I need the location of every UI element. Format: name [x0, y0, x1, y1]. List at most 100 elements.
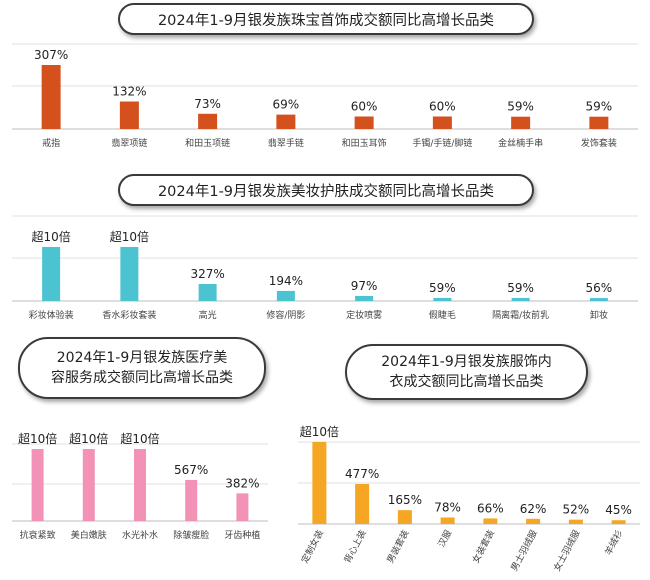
category-label: 手镯/手链/脚链 [412, 137, 472, 149]
category-label: 假睫毛 [429, 309, 456, 321]
category-label: 和田玉耳饰 [342, 137, 387, 149]
chart-title-jewelry: 2024年1-9月银发族珠宝首饰成交额同比高增长品类 [118, 3, 534, 35]
bar-2 [119, 101, 139, 129]
category-label: 除皱瘦脸 [173, 529, 209, 541]
bar-5 [236, 493, 249, 521]
value-label: 97% [351, 279, 378, 293]
value-label: 超10倍 [300, 424, 339, 439]
bar-1 [41, 65, 61, 129]
value-label: 52% [563, 503, 590, 517]
category-label: 背心上装 [341, 528, 369, 565]
value-label: 69% [273, 98, 300, 112]
bar-6 [432, 116, 452, 129]
value-label: 59% [507, 281, 534, 295]
bar-3 [397, 510, 412, 524]
bar-3 [198, 284, 217, 301]
value-label: 477% [345, 467, 379, 481]
chart-title-medical: 2024年1-9月银发族医疗美 容服务成交额同比高增长品类 [18, 337, 266, 399]
category-label: 发饰套装 [581, 137, 617, 149]
bar-1 [42, 247, 61, 301]
category-label: 高光 [199, 309, 217, 321]
value-label: 45% [605, 503, 632, 517]
value-label: 60% [351, 99, 378, 113]
chart-title-apparel-line1: 2024年1-9月银发族服饰内 [381, 354, 552, 370]
category-label: 女装套装 [470, 528, 498, 565]
bar-8 [589, 116, 609, 129]
value-label: 超10倍 [69, 431, 108, 446]
chart-title-jewelry-text: 2024年1-9月银发族珠宝首饰成交额同比高增长品类 [157, 12, 495, 29]
bar-4 [185, 480, 198, 521]
bar-7 [511, 297, 530, 301]
value-label: 59% [586, 100, 613, 114]
bar-8 [589, 298, 608, 301]
value-label: 132% [112, 84, 146, 98]
chart-title-beauty: 2024年1-9月银发族美妆护肤成交额同比高增长品类 [118, 174, 534, 206]
category-label: 翡翠项链 [111, 137, 147, 149]
category-label: 水光补水 [122, 529, 158, 541]
chart-title-apparel-line2: 衣成交额同比高增长品类 [389, 374, 544, 390]
chart-title-medical-line2: 容服务成交额同比高增长品类 [51, 370, 233, 386]
chart-jewelry: 307% 戒指 132% 翡翠项链 73% 和田玉项链 69% 翡翠手链 60% 和田玉耳饰 60%… [12, 43, 638, 149]
category-label: 修容/阴影 [266, 309, 305, 321]
category-label: 抗衰紧致 [20, 529, 56, 541]
value-label: 59% [507, 100, 534, 114]
value-label: 307% [34, 48, 68, 62]
bar-4 [440, 517, 455, 524]
value-label: 59% [429, 281, 456, 295]
category-label: 翡翠手链 [268, 137, 304, 149]
bar-3 [134, 449, 146, 521]
chart-title-beauty-text: 2024年1-9月银发族美妆护肤成交额同比高增长品类 [157, 183, 495, 200]
category-label: 卸妆 [590, 309, 608, 321]
category-label: 美白嫩肤 [71, 529, 107, 541]
bar-7 [511, 116, 531, 129]
bar-2 [355, 484, 370, 524]
category-label: 牙齿种植 [224, 529, 260, 541]
category-label: 隔离霜/妆前乳 [492, 309, 549, 321]
category-label: 羊绒衫 [602, 528, 625, 557]
value-label: 567% [174, 463, 208, 477]
bar-4 [276, 114, 296, 129]
bar-5 [483, 518, 498, 524]
bar-6 [526, 518, 541, 524]
category-label: 戒指 [42, 137, 60, 149]
value-label: 327% [190, 267, 224, 281]
bar-2 [82, 449, 95, 521]
value-label: 超10倍 [18, 431, 57, 446]
bar-1 [312, 442, 327, 524]
value-label: 56% [586, 281, 613, 295]
bar-2 [120, 247, 139, 301]
bar-5 [354, 116, 374, 129]
bar-5 [355, 295, 374, 301]
bar-3 [198, 113, 218, 129]
value-label: 382% [225, 476, 259, 490]
value-label: 73% [194, 97, 221, 111]
value-label: 78% [434, 500, 461, 514]
chart-title-apparel: 2024年1-9月银发族服饰内 衣成交额同比高增长品类 [345, 344, 588, 400]
bar-6 [433, 297, 452, 301]
bar-8 [611, 520, 626, 524]
category-label: 香水彩妆套装 [102, 309, 156, 321]
value-label: 62% [520, 502, 547, 516]
value-label: 超10倍 [31, 229, 70, 244]
category-label: 定妆喷雾 [346, 309, 382, 321]
category-label: 汉服 [436, 528, 454, 549]
value-label: 66% [477, 501, 504, 515]
value-label: 超10倍 [120, 431, 159, 446]
bar-1 [31, 449, 44, 521]
value-label: 194% [269, 274, 303, 288]
value-label: 超10倍 [110, 229, 149, 244]
value-label: 60% [429, 99, 456, 113]
bar-4 [276, 290, 295, 301]
value-label: 165% [388, 493, 422, 507]
category-label: 男装套装 [384, 528, 412, 565]
category-label: 和田玉项链 [185, 137, 230, 149]
category-label: 金丝楠手串 [498, 137, 543, 149]
category-label: 男士羽绒服 [508, 528, 540, 573]
category-label: 彩妆体验装 [29, 309, 74, 321]
chart-title-medical-line1: 2024年1-9月银发族医疗美 [56, 350, 228, 366]
category-label: 女士羽绒服 [551, 528, 583, 573]
